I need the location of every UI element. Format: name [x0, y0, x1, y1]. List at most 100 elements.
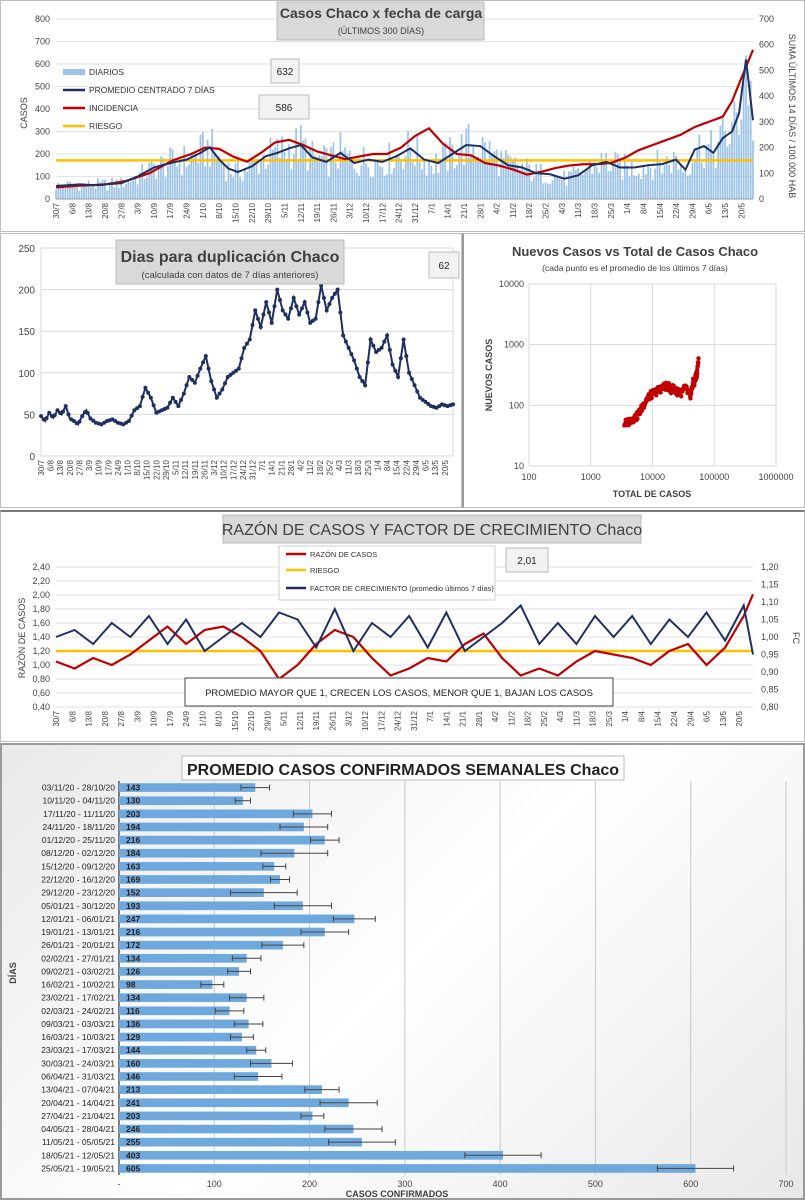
bar-diarios: [595, 167, 598, 199]
bar-diarios: [449, 137, 451, 199]
bar-diarios: [281, 136, 283, 199]
bar-promedio: [119, 835, 325, 845]
bar-diarios: [572, 166, 575, 199]
x-tick-label: 8/4: [637, 710, 646, 722]
bar-diarios: [139, 172, 141, 199]
bar-diarios: [146, 177, 148, 199]
bar-diarios: [283, 151, 286, 199]
x-tick-label: 4/3: [556, 710, 565, 722]
chart-nuevos-total-svg: 100 1000 10000 100000 100000010100100010000N…: [484, 244, 794, 499]
x-tick-label: 1/10: [124, 459, 133, 475]
value-label: 172: [126, 940, 140, 950]
bar-diarios: [176, 166, 179, 199]
duplicacion-point: [170, 395, 175, 400]
bar-diarios: [654, 168, 656, 199]
duplicacion-point: [132, 408, 137, 413]
x-tick-label: 500: [588, 1179, 603, 1189]
duplicacion-point: [203, 354, 208, 359]
bar-diarios: [162, 157, 165, 199]
y-tick-label: 0: [45, 194, 50, 204]
y2-tick-label: 200: [759, 143, 774, 153]
duplicacion-point: [379, 345, 384, 350]
duplicacion-point: [255, 316, 260, 321]
duplicacion-point: [266, 310, 271, 315]
bar-promedio: [119, 1164, 696, 1173]
duplicacion-point: [71, 419, 76, 424]
bar-diarios: [316, 157, 318, 199]
y2-tick-label: 1,20: [761, 562, 779, 572]
legend-label: FACTOR DE CRECIMIENTO (promedio últimos …: [310, 584, 494, 593]
legend-diarios-swatch: [63, 69, 85, 75]
annotation-box: [505, 547, 549, 573]
y2-tick-label: 1,15: [761, 580, 779, 590]
bar-diarios: [470, 154, 472, 199]
y-tick-label: 400: [35, 104, 50, 114]
y-tick-label: 0,60: [32, 688, 50, 698]
y2-tick-label: 600: [759, 40, 774, 50]
duplicacion-point: [412, 383, 417, 388]
x-tick-label: 20/8: [101, 710, 110, 726]
x-tick-label: 18/2: [316, 459, 325, 475]
annotation-value: 2,01: [517, 556, 537, 567]
duplicacion-point: [245, 341, 249, 346]
x-tick-label: 13/5: [431, 459, 440, 475]
bar-diarios: [672, 152, 675, 199]
bar-diarios: [99, 181, 102, 199]
duplicacion-point: [264, 300, 269, 305]
bar-diarios: [416, 134, 419, 199]
x-tick-label: 29/4: [686, 710, 695, 726]
y-axis-label: CASOS: [19, 97, 29, 129]
bar-diarios: [66, 181, 69, 199]
duplicacion-point: [173, 399, 178, 404]
chart-subtitle: (calculada con datos de 7 días anteriore…: [142, 270, 319, 281]
duplicacion-point: [426, 402, 431, 406]
duplicacion-point: [288, 306, 293, 311]
y2-tick-label: 400: [759, 91, 774, 101]
bar-diarios: [651, 180, 654, 199]
x-tick-label: 31/12: [411, 202, 420, 223]
bar-diarios: [535, 163, 538, 199]
value-label: 126: [126, 966, 140, 976]
duplicacion-point: [341, 333, 346, 338]
category-label: 13/04/21 - 07/04/21: [41, 1085, 115, 1095]
x-tick-label: 28/1: [287, 459, 296, 475]
x-tick-label: 19/11: [313, 202, 322, 222]
bar-diarios: [153, 163, 155, 199]
duplicacion-point: [374, 350, 379, 354]
y-tick-label: 800: [35, 14, 50, 24]
bar-diarios: [526, 158, 528, 199]
bar-diarios: [169, 147, 172, 199]
x-tick-label: 31/12: [410, 710, 419, 731]
x-tick-label: 11/2: [507, 710, 516, 726]
x-tick-label: 13/5: [721, 202, 730, 218]
bar-diarios: [178, 161, 181, 199]
bar-diarios: [570, 171, 573, 199]
bar-diarios: [395, 155, 398, 199]
bar-diarios: [386, 174, 388, 199]
bar-diarios: [150, 159, 153, 199]
x-tick-label: 29/10: [264, 202, 273, 223]
bar-diarios: [83, 183, 85, 199]
title-box: [222, 514, 642, 544]
bar-diarios: [551, 180, 554, 199]
duplicacion-point: [310, 318, 315, 323]
y-tick-label: 1,60: [32, 618, 50, 628]
x-tick-label: 7/1: [427, 202, 436, 214]
duplicacion-point: [423, 399, 428, 404]
value-label: 246: [126, 1124, 140, 1134]
x-tick-label: 24/12: [239, 459, 248, 480]
x-tick-label: 24/9: [182, 710, 191, 726]
x-tick-label: 8/4: [383, 459, 392, 471]
bar-diarios: [663, 165, 666, 199]
value-label: 143: [126, 783, 140, 793]
bar-diarios: [435, 153, 437, 199]
bar-diarios: [432, 173, 435, 199]
y-tick-label: 250: [18, 244, 35, 255]
value-label: 116: [126, 1006, 140, 1016]
incidencia-line: [55, 49, 755, 189]
x-tick-label: 25/3: [605, 710, 614, 726]
x-tick-label: 10/9: [95, 459, 104, 475]
bar-diarios: [69, 181, 71, 199]
duplicacion-point: [324, 308, 329, 313]
y-tick-label: 1,00: [32, 660, 50, 670]
